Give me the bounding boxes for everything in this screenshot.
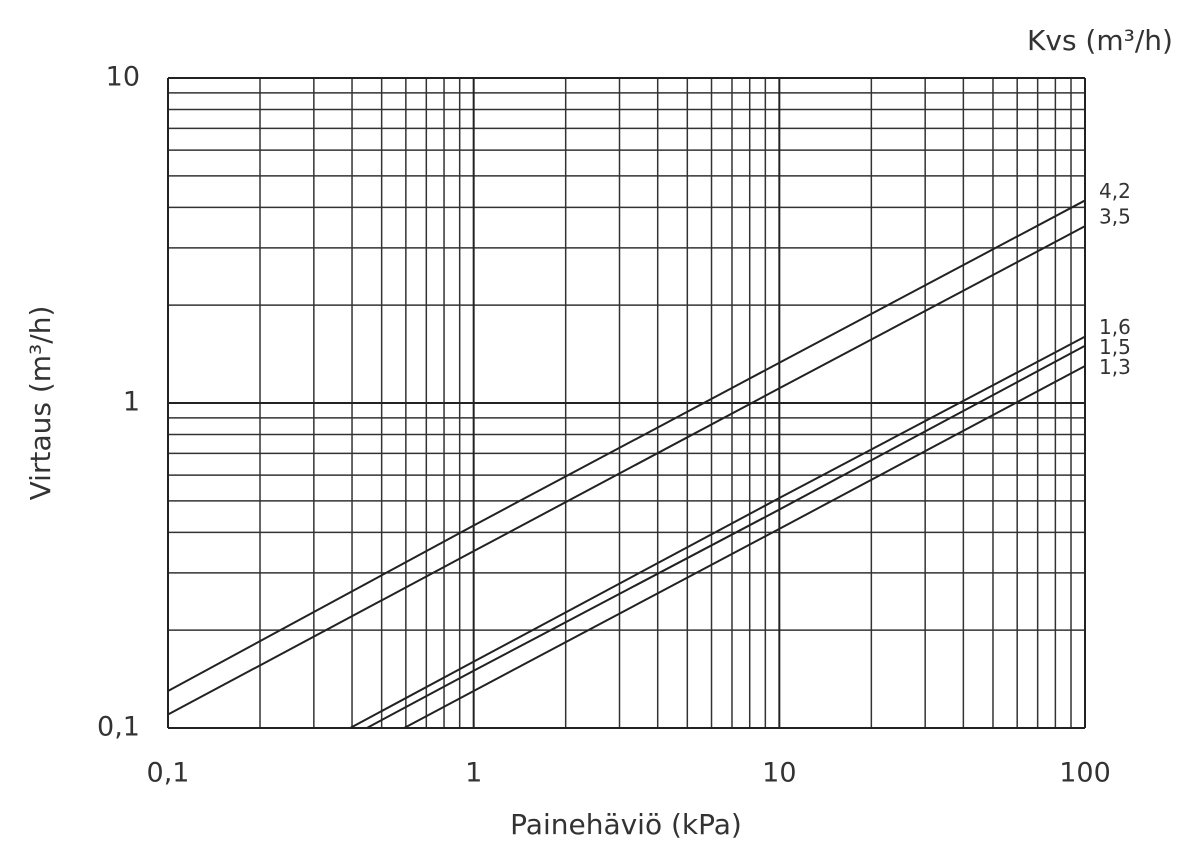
series-line (348, 335, 1085, 728)
y-tick-label: 10 (106, 62, 140, 93)
series-line (168, 225, 1085, 716)
plot-area (168, 199, 1085, 728)
x-axis-label: Painehäviö (kPa) (510, 808, 742, 841)
series-label: 1,6 (1099, 315, 1131, 339)
series-label: 3,5 (1099, 205, 1131, 229)
x-tick-label: 0,1 (147, 758, 190, 789)
y-tick-label: 0,1 (97, 712, 140, 743)
series-label: 4,2 (1099, 179, 1131, 203)
x-tick-label: 1 (465, 758, 482, 789)
series-line (168, 199, 1085, 692)
y-axis-label: Virtaus (m³/h) (24, 306, 57, 501)
y-tick-label: 1 (123, 387, 140, 418)
series-line (402, 365, 1085, 728)
x-tick-label: 100 (1059, 758, 1111, 789)
series-line (364, 344, 1085, 728)
x-tick-label: 10 (762, 758, 796, 789)
legend-title: Kvs (m³/h) (1027, 24, 1173, 57)
series-label: 1,3 (1099, 355, 1131, 379)
series-label: 1,5 (1099, 335, 1131, 359)
